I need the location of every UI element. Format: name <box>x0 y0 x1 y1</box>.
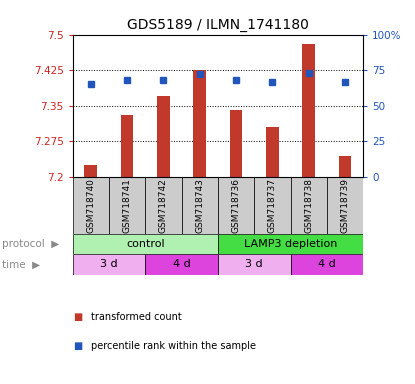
Text: time  ▶: time ▶ <box>2 259 40 270</box>
Text: GSM718741: GSM718741 <box>122 178 132 233</box>
Bar <box>254 177 290 234</box>
Text: GSM718736: GSM718736 <box>232 178 241 233</box>
Bar <box>218 177 254 234</box>
Text: transformed count: transformed count <box>91 312 182 322</box>
Text: control: control <box>126 239 165 249</box>
Bar <box>266 127 279 177</box>
Text: percentile rank within the sample: percentile rank within the sample <box>91 341 256 351</box>
Text: LAMP3 depletion: LAMP3 depletion <box>244 239 337 249</box>
Bar <box>73 254 145 275</box>
Text: 3 d: 3 d <box>100 259 118 270</box>
Bar <box>302 44 315 177</box>
Bar <box>84 165 97 177</box>
Bar <box>109 177 145 234</box>
Bar <box>290 254 363 275</box>
Text: GSM718737: GSM718737 <box>268 178 277 233</box>
Text: 4 d: 4 d <box>318 259 336 270</box>
Text: GSM718739: GSM718739 <box>340 178 349 233</box>
Text: GSM718743: GSM718743 <box>195 178 204 233</box>
Bar <box>339 156 352 177</box>
Bar <box>218 234 363 254</box>
Text: GSM718740: GSM718740 <box>86 178 95 233</box>
Title: GDS5189 / ILMN_1741180: GDS5189 / ILMN_1741180 <box>127 18 309 32</box>
Bar <box>193 70 206 177</box>
Text: GSM718738: GSM718738 <box>304 178 313 233</box>
Text: 4 d: 4 d <box>173 259 190 270</box>
Bar <box>73 177 109 234</box>
Bar <box>327 177 363 234</box>
Text: GSM718742: GSM718742 <box>159 178 168 233</box>
Bar <box>145 254 218 275</box>
Bar <box>181 177 218 234</box>
Bar <box>73 234 218 254</box>
Text: ■: ■ <box>73 341 82 351</box>
Bar <box>229 111 242 177</box>
Text: protocol  ▶: protocol ▶ <box>2 239 59 249</box>
Bar <box>218 254 290 275</box>
Text: 3 d: 3 d <box>245 259 263 270</box>
Bar <box>290 177 327 234</box>
Bar <box>145 177 181 234</box>
Bar <box>157 96 170 177</box>
Bar <box>121 115 134 177</box>
Text: ■: ■ <box>73 312 82 322</box>
